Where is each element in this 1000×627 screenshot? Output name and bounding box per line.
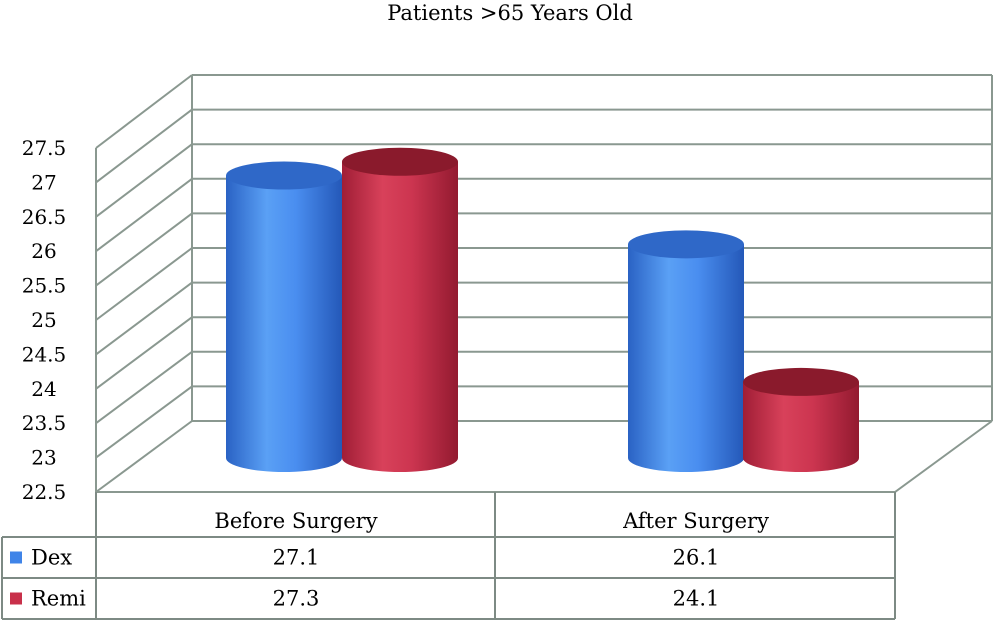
y-tick-label: 27: [31, 170, 56, 194]
y-axis-ticks: 22.5 23 23.5 24 24.5 25 25.5 26 26.5 27 27.5: [22, 136, 67, 504]
data-label: 27.1: [273, 546, 320, 570]
data-label: 24.1: [673, 587, 720, 611]
bar: [226, 161, 342, 472]
gridline: [95, 108, 992, 184]
gridline: [95, 74, 992, 149]
bars: [226, 147, 859, 472]
bar: [743, 367, 859, 472]
x-category-label: After Surgery: [622, 509, 769, 533]
y-tick-label: 26.5: [22, 205, 67, 229]
legend-swatch: [10, 551, 22, 564]
bar: [628, 230, 744, 472]
x-category-label: Before Surgery: [214, 509, 377, 533]
y-tick-label: 23.5: [22, 411, 67, 435]
y-tick-label: 25.5: [22, 274, 67, 298]
legend-label: Remi: [31, 587, 86, 611]
y-tick-label: 24: [31, 377, 56, 401]
y-tick-label: 24.5: [22, 342, 67, 366]
chart-title: Patients >65 Years Old: [387, 1, 633, 25]
y-tick-label: 27.5: [22, 136, 67, 160]
gridline: [95, 143, 992, 218]
y-tick-label: 23: [31, 446, 56, 470]
bar: [342, 147, 458, 472]
legend-label: Dex: [31, 546, 72, 570]
legend-swatch: [10, 592, 22, 605]
data-label: 26.1: [673, 546, 720, 570]
data-label: 27.3: [273, 587, 320, 611]
data-table: Before Surgery After Surgery Dex 27.1 26.1 Re…: [1, 492, 896, 620]
y-tick-label: 25: [31, 308, 56, 332]
y-tick-label: 22.5: [22, 480, 67, 504]
y-tick-label: 26: [31, 239, 56, 263]
